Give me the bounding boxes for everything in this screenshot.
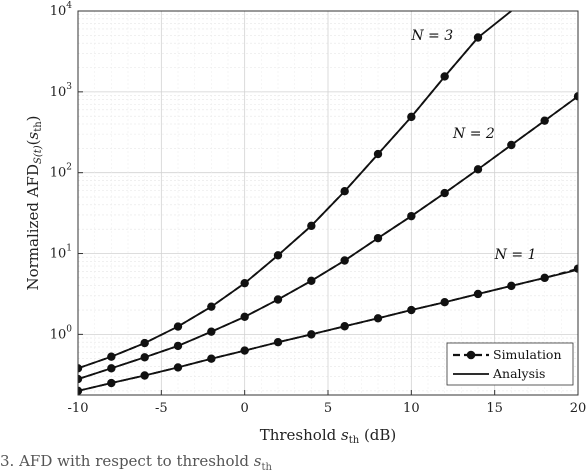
- simulation-point-n2: [340, 256, 349, 265]
- simulation-point-n1: [573, 264, 578, 273]
- simulation-point-n1: [140, 371, 149, 380]
- simulation-point-n1: [540, 273, 549, 283]
- ticks: 100 101 102 103 104 -10 -5 0 5 10 15 20: [50, 1, 586, 416]
- simulation-point-n1: [207, 354, 216, 363]
- simulation-point-n2: [507, 140, 516, 150]
- simulation-point-n1: [440, 297, 449, 307]
- simulation-point-n2: [407, 211, 416, 221]
- simulation-point-n3: [307, 221, 316, 231]
- simulation-point-n2: [173, 341, 183, 351]
- curve-label-n2: N = 2: [452, 126, 495, 142]
- simulation-point-n3: [207, 302, 216, 311]
- simulation-point-n2: [440, 188, 449, 198]
- simulation-point-n1: [340, 322, 349, 331]
- simulation-point-n3: [373, 149, 383, 159]
- x-tick-label: -10: [68, 401, 89, 416]
- simulation-point-n1: [473, 289, 483, 299]
- simulation-point-n3: [107, 352, 116, 361]
- markers: [78, 33, 578, 395]
- simulation-point-n2: [473, 165, 483, 174]
- simulation-line-n1: [78, 267, 578, 392]
- simulation-point-n1: [273, 338, 283, 347]
- simulation-point-n1: [173, 363, 183, 372]
- simulation-point-n1: [307, 330, 316, 339]
- simulation-point-n1: [240, 346, 249, 355]
- y-tick-label: 100: [50, 324, 73, 342]
- x-tick-label: 20: [570, 401, 586, 416]
- simulation-point-n3: [473, 33, 483, 42]
- simulation-point-n1: [107, 378, 116, 388]
- simulation-point-n2: [540, 116, 549, 125]
- x-axis-label: Threshold sth (dB): [260, 426, 397, 446]
- legend-analysis-label: Analysis: [492, 366, 545, 381]
- simulation-point-n1: [373, 314, 383, 323]
- curve-label-n1: N = 1: [494, 247, 537, 263]
- simulation-point-n3: [240, 278, 249, 288]
- simulation-point-n2: [107, 364, 116, 373]
- x-tick-label: 5: [324, 401, 332, 416]
- simulation-point-n3: [407, 112, 416, 122]
- curve-label-n3: N = 3: [410, 28, 453, 44]
- simulation-point-n2: [373, 233, 383, 243]
- legend-simulation-marker: [466, 350, 476, 360]
- legend-simulation-label: Simulation: [493, 347, 562, 362]
- simulation-point-n1: [78, 386, 83, 395]
- x-tick-label: 15: [486, 401, 503, 416]
- simulation-point-n1: [507, 281, 516, 291]
- simulation-point-n3: [140, 338, 149, 348]
- simulation-point-n3: [78, 364, 83, 373]
- simulation-line-n2: [78, 95, 578, 380]
- simulation-point-n1: [407, 305, 416, 315]
- legend-box: [446, 342, 574, 386]
- simulation-point-n2: [240, 312, 249, 321]
- curve-labels: N = 1 N = 2 N = 3: [410, 28, 536, 263]
- y-tick-label: 102: [50, 163, 72, 181]
- y-axis-label: Normalized AFDS(t)(sth): [24, 115, 44, 290]
- simulation-point-n3: [173, 322, 183, 331]
- x-tick-label: 0: [241, 401, 249, 416]
- simulation-point-n2: [273, 295, 283, 304]
- legend: Simulation Analysis: [446, 342, 574, 386]
- figure-caption: 3. AFD with respect to threshold sth: [0, 452, 272, 473]
- simulation-point-n2: [573, 92, 578, 101]
- y-tick-label: 103: [50, 82, 73, 100]
- simulation-point-n2: [78, 374, 83, 384]
- simulation-point-n2: [140, 353, 149, 362]
- simulation-point-n2: [207, 327, 216, 336]
- y-tick-label: 104: [50, 1, 73, 19]
- x-tick-label: 10: [403, 401, 420, 416]
- y-tick-label: 101: [50, 244, 72, 262]
- simulation-point-n2: [307, 276, 316, 285]
- simulation-point-n3: [440, 72, 449, 81]
- x-tick-label: -5: [155, 401, 168, 416]
- simulation-point-n3: [340, 187, 349, 196]
- simulation-point-n3: [273, 251, 283, 260]
